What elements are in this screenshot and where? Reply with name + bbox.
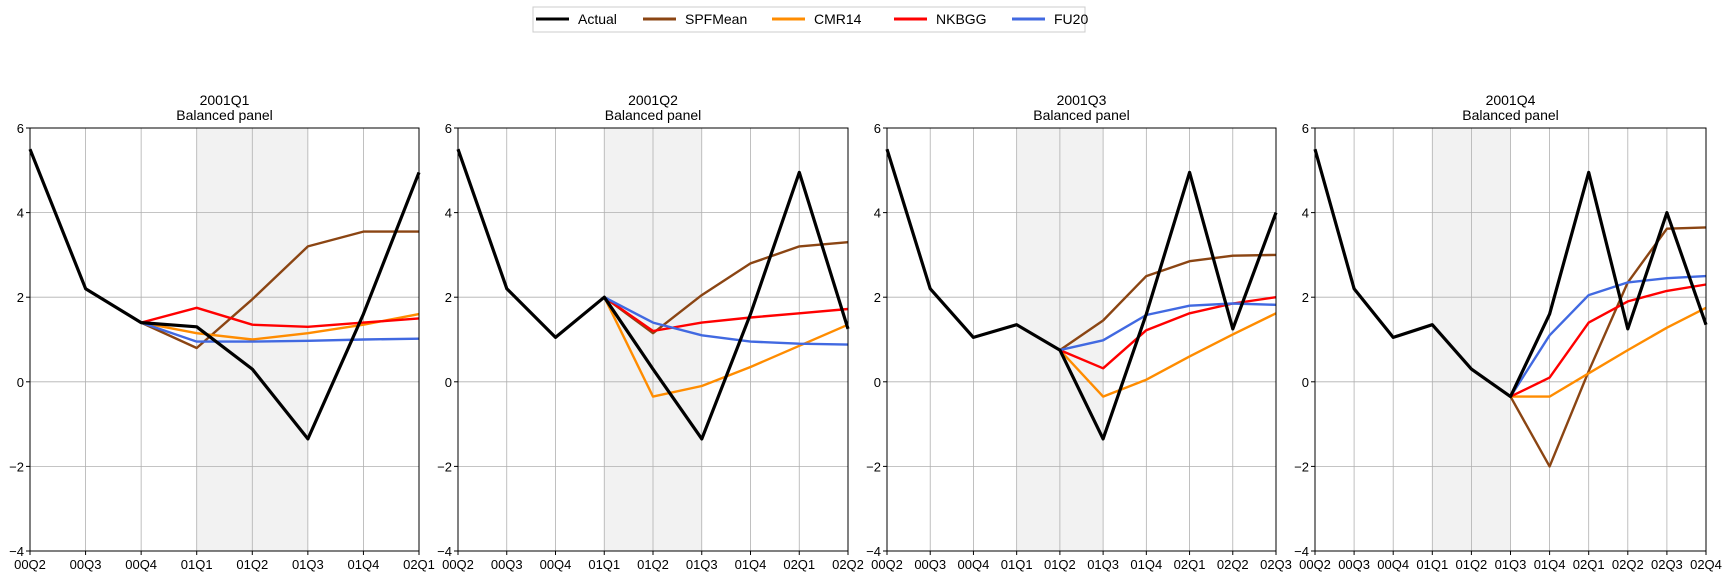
x-tick-label-0-2: 00Q4 [125, 557, 157, 572]
x-tick-label-1-0: 00Q2 [442, 557, 474, 572]
x-tick-label-0-4: 01Q2 [236, 557, 268, 572]
y-tick-label-0-0: 6 [17, 121, 24, 136]
y-tick-label-1-1: 4 [445, 206, 452, 221]
y-tick-label-2-2: 2 [874, 290, 881, 305]
panel-title-2: 2001Q3 [1057, 92, 1107, 108]
x-tick-label-2-0: 00Q2 [871, 557, 903, 572]
y-tick-label-0-4: −2 [9, 459, 24, 474]
x-tick-label-0-3: 01Q1 [181, 557, 213, 572]
y-tick-label-3-1: 4 [1302, 206, 1309, 221]
x-tick-label-3-3: 01Q1 [1416, 557, 1448, 572]
y-tick-label-1-4: −2 [437, 459, 452, 474]
x-tick-label-2-3: 01Q1 [1001, 557, 1033, 572]
x-tick-label-3-9: 02Q3 [1651, 557, 1683, 572]
x-tick-label-3-8: 02Q2 [1612, 557, 1644, 572]
x-tick-label-3-10: 02Q4 [1690, 557, 1722, 572]
y-tick-label-3-2: 2 [1302, 290, 1309, 305]
x-tick-label-1-4: 01Q2 [637, 557, 669, 572]
y-tick-label-2-1: 4 [874, 206, 881, 221]
x-tick-label-0-1: 00Q3 [70, 557, 102, 572]
y-tick-label-0-3: 0 [17, 375, 24, 390]
x-tick-label-2-1: 00Q3 [914, 557, 946, 572]
x-tick-label-3-1: 00Q3 [1338, 557, 1370, 572]
x-tick-label-2-8: 02Q2 [1217, 557, 1249, 572]
x-tick-label-1-3: 01Q1 [588, 557, 620, 572]
legend-label-4: FU20 [1054, 11, 1088, 27]
x-tick-label-1-1: 00Q3 [491, 557, 523, 572]
x-tick-label-1-2: 00Q4 [540, 557, 572, 572]
x-tick-label-0-5: 01Q3 [292, 557, 324, 572]
x-tick-label-2-4: 01Q2 [1044, 557, 1076, 572]
panel-subtitle-0: Balanced panel [176, 107, 273, 123]
y-tick-label-1-2: 2 [445, 290, 452, 305]
legend-label-2: CMR14 [814, 11, 862, 27]
y-tick-label-2-4: −2 [866, 459, 881, 474]
y-tick-label-1-0: 6 [445, 121, 452, 136]
x-tick-label-1-6: 01Q4 [735, 557, 767, 572]
series-line-spfmean-3 [1511, 227, 1707, 466]
x-tick-label-3-6: 01Q4 [1534, 557, 1566, 572]
panel-subtitle-3: Balanced panel [1462, 107, 1559, 123]
legend-label-1: SPFMean [685, 11, 747, 27]
y-tick-label-2-0: 6 [874, 121, 881, 136]
panel-subtitle-1: Balanced panel [605, 107, 702, 123]
x-tick-label-2-5: 01Q3 [1087, 557, 1119, 572]
x-tick-label-2-7: 02Q1 [1174, 557, 1206, 572]
x-tick-label-3-4: 01Q2 [1455, 557, 1487, 572]
panel-subtitle-2: Balanced panel [1033, 107, 1130, 123]
y-tick-label-3-3: 0 [1302, 375, 1309, 390]
y-tick-label-0-1: 4 [17, 206, 24, 221]
x-tick-label-2-9: 02Q3 [1260, 557, 1292, 572]
x-tick-label-2-6: 01Q4 [1130, 557, 1162, 572]
y-tick-label-3-0: 6 [1302, 121, 1309, 136]
x-tick-label-1-8: 02Q2 [832, 557, 864, 572]
x-tick-label-3-2: 00Q4 [1377, 557, 1409, 572]
x-tick-label-0-7: 02Q1 [403, 557, 435, 572]
x-tick-label-1-7: 02Q1 [783, 557, 815, 572]
y-tick-label-0-2: 2 [17, 290, 24, 305]
y-tick-label-3-4: −2 [1294, 459, 1309, 474]
x-tick-label-1-5: 01Q3 [686, 557, 718, 572]
x-tick-label-3-0: 00Q2 [1299, 557, 1331, 572]
x-tick-label-0-0: 00Q2 [14, 557, 46, 572]
y-tick-label-2-3: 0 [874, 375, 881, 390]
x-tick-label-3-7: 02Q1 [1573, 557, 1605, 572]
series-line-nkbgg-3 [1511, 285, 1707, 397]
x-tick-label-3-5: 01Q3 [1495, 557, 1527, 572]
x-tick-label-0-6: 01Q4 [348, 557, 380, 572]
legend-label-0: Actual [578, 11, 617, 27]
panel-title-0: 2001Q1 [200, 92, 250, 108]
legend: Actual SPFMean CMR14 NKBGG FU20 [533, 7, 1088, 32]
x-tick-label-2-2: 00Q4 [958, 557, 990, 572]
panel-title-3: 2001Q4 [1486, 92, 1536, 108]
y-tick-label-1-3: 0 [445, 375, 452, 390]
panel-title-1: 2001Q2 [628, 92, 678, 108]
legend-label-3: NKBGG [936, 11, 987, 27]
